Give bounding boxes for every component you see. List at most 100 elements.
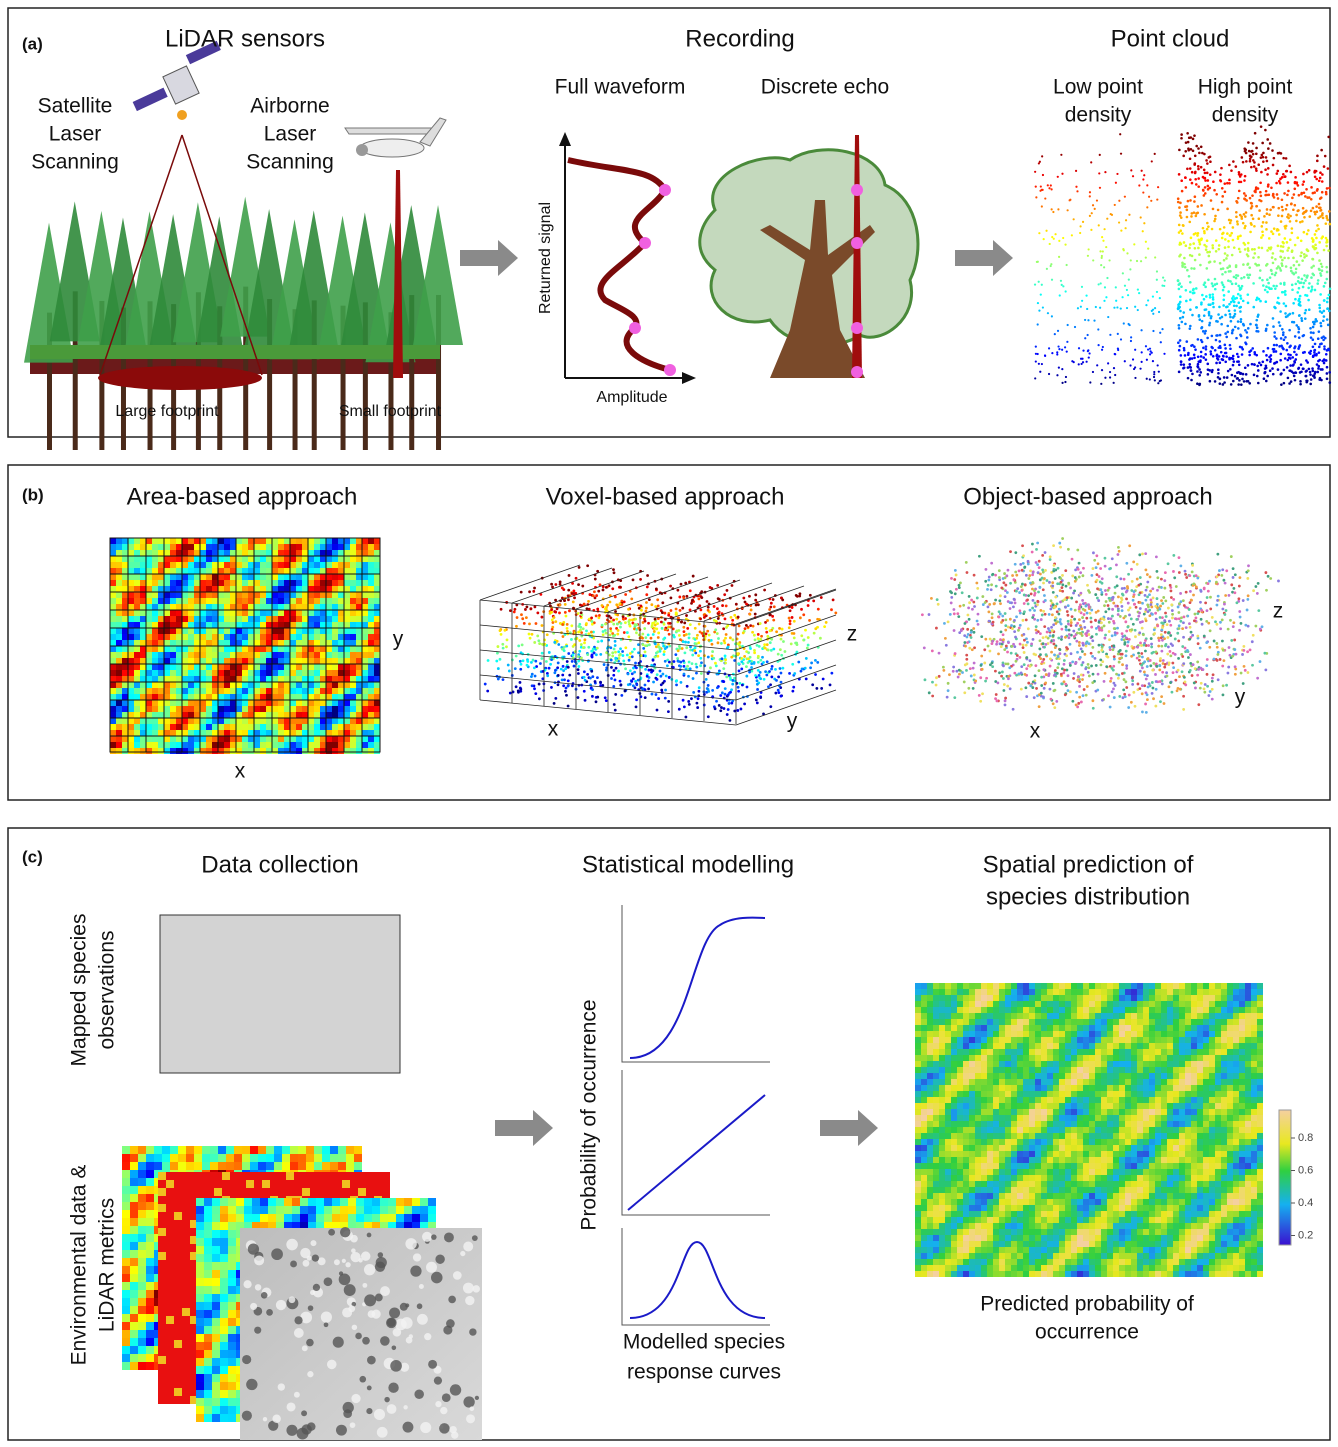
raster-cell (116, 538, 122, 544)
point (651, 626, 654, 629)
raster-cell (278, 646, 284, 652)
raster-cell (176, 622, 182, 628)
raster-cell (242, 634, 248, 640)
raster-cell (152, 610, 158, 616)
point (675, 611, 678, 614)
point (633, 648, 636, 651)
raster-cell (326, 724, 332, 730)
point (1307, 299, 1310, 302)
point (695, 637, 698, 640)
raster-cell (278, 598, 284, 604)
point (1125, 667, 1128, 670)
point (1219, 658, 1222, 661)
point (1188, 221, 1191, 224)
raster-cell (134, 634, 140, 640)
point (1313, 375, 1316, 378)
raster-cell (248, 646, 254, 652)
raster-cell (236, 706, 242, 712)
raster-cell (122, 616, 128, 622)
point (774, 668, 777, 671)
point (1229, 368, 1232, 371)
raster-cell (164, 664, 170, 670)
point (1272, 252, 1275, 255)
raster-cell (266, 610, 272, 616)
raster-cell (272, 658, 278, 664)
point (1098, 283, 1100, 285)
point (1244, 366, 1247, 369)
raster-cell (194, 718, 200, 724)
raster-cell (140, 712, 146, 718)
raster-cell (194, 604, 200, 610)
point (1206, 251, 1209, 254)
point (1191, 182, 1194, 185)
point (682, 659, 685, 662)
point (1237, 237, 1240, 240)
point (1257, 264, 1260, 267)
raster-cell (134, 556, 140, 562)
raster-cell (350, 664, 356, 670)
raster-cell (140, 670, 146, 676)
raster-cell (338, 538, 344, 544)
point (732, 638, 735, 641)
raster-cell (254, 700, 260, 706)
point (1253, 190, 1256, 193)
point (1051, 315, 1053, 317)
raster-cell (200, 628, 206, 634)
raster-cell (182, 718, 188, 724)
point (1236, 353, 1239, 356)
raster-cell (140, 694, 146, 700)
point (1316, 210, 1319, 213)
raster-cell (254, 736, 260, 742)
point (1186, 167, 1189, 170)
raster-cell (122, 598, 128, 604)
point (1295, 214, 1298, 217)
point (709, 586, 712, 589)
raster-cell (254, 580, 260, 586)
point (1182, 599, 1185, 602)
point (1184, 176, 1187, 179)
point (1137, 309, 1139, 311)
point (731, 584, 734, 587)
point (645, 601, 648, 604)
point (1193, 353, 1196, 356)
raster-cell (134, 646, 140, 652)
point (1323, 315, 1326, 318)
raster-cell (296, 562, 302, 568)
raster-cell (314, 616, 320, 622)
point (772, 648, 775, 651)
raster-cell (350, 580, 356, 586)
raster-cell (170, 742, 176, 748)
point (1294, 345, 1297, 348)
point (1321, 180, 1324, 183)
raster-cell (236, 592, 242, 598)
point (722, 627, 725, 630)
point (1209, 350, 1212, 353)
raster-cell (260, 538, 266, 544)
point (656, 673, 659, 676)
point (1245, 160, 1248, 163)
point (604, 623, 607, 626)
raster-cell (236, 574, 242, 580)
point (568, 574, 571, 577)
raster-cell (146, 562, 152, 568)
raster-cell (284, 742, 290, 748)
point (1197, 205, 1200, 208)
raster-cell (374, 538, 380, 544)
point (1306, 275, 1309, 278)
point (1306, 196, 1309, 199)
raster-cell (236, 610, 242, 616)
point (557, 683, 560, 686)
raster-cell (140, 742, 146, 748)
point (694, 652, 697, 655)
point (1270, 186, 1273, 189)
point (1117, 333, 1119, 335)
point (1316, 224, 1319, 227)
point (590, 631, 593, 634)
raster-cell (272, 628, 278, 634)
point (1249, 155, 1252, 158)
raster-cell (314, 562, 320, 568)
point (737, 690, 740, 693)
raster-cell (170, 718, 176, 724)
point (617, 629, 620, 632)
point (1278, 302, 1281, 305)
